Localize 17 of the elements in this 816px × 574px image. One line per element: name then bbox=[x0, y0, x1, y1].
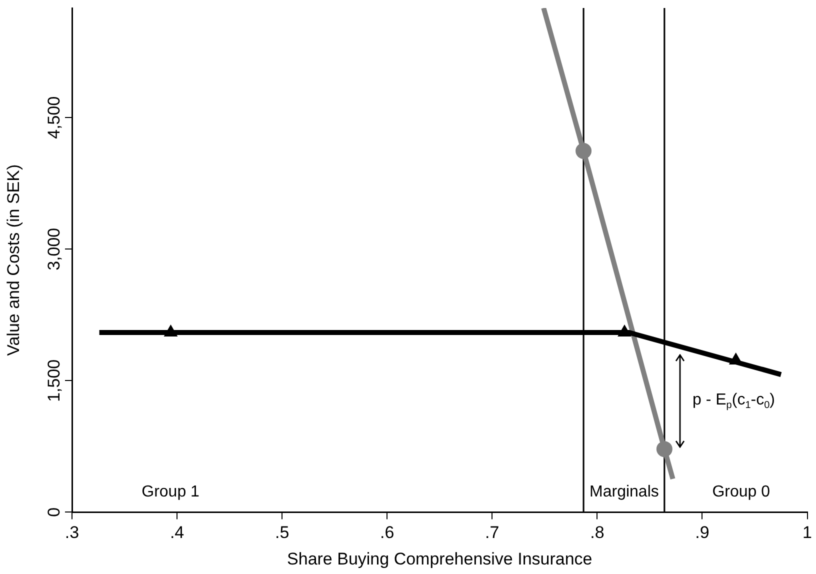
annotation: Marginals bbox=[590, 483, 659, 500]
y-tick-label: 1,500 bbox=[44, 359, 64, 402]
y-tick-label: 4,500 bbox=[44, 96, 64, 139]
x-tick-label: .3 bbox=[64, 523, 80, 542]
y-tick-label: 3,000 bbox=[44, 228, 64, 270]
x-tick-label: .9 bbox=[695, 523, 710, 542]
x-tick-label: .7 bbox=[485, 523, 500, 542]
x-tick-label: .8 bbox=[590, 523, 604, 542]
annotation: Group 1 bbox=[142, 483, 200, 500]
x-tick-label: .6 bbox=[380, 523, 394, 542]
x-axis-title: Share Buying Comprehensive Insurance bbox=[287, 549, 592, 568]
y-tick-label: 0 bbox=[44, 507, 64, 517]
x-tick-label: 1 bbox=[802, 523, 812, 542]
y-axis-title: Value and Costs (in SEK) bbox=[4, 164, 23, 356]
annotation: Group 0 bbox=[712, 483, 770, 500]
x-tick-label: .5 bbox=[274, 523, 290, 542]
x-tick-label: .4 bbox=[170, 523, 184, 542]
